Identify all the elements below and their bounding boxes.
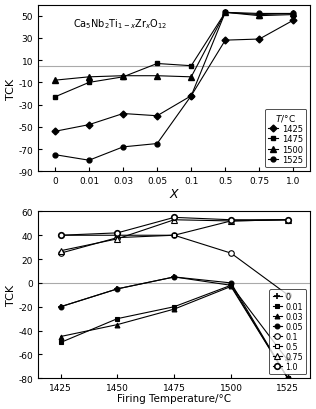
Line: 0.03: 0.03 [58, 284, 290, 381]
1425 [53, 130, 57, 135]
Line: 1500: 1500 [52, 11, 296, 84]
1500 [121, 74, 125, 79]
1525 [189, 94, 193, 99]
1425 [223, 38, 227, 43]
0.01 [172, 305, 176, 310]
1525 [223, 11, 227, 16]
1.0 [116, 231, 119, 236]
1.0 [286, 218, 290, 222]
1500 [155, 74, 159, 79]
1475 [189, 64, 193, 69]
Legend: 1425, 1475, 1500, 1525: 1425, 1475, 1500, 1525 [265, 109, 306, 168]
0.01 [116, 317, 119, 321]
0.75 [116, 237, 119, 242]
0.03 [59, 334, 63, 339]
Line: 0.01: 0.01 [58, 283, 290, 381]
1500 [292, 12, 295, 17]
Line: 1525: 1525 [52, 11, 296, 163]
0.75 [59, 249, 63, 254]
0.05 [229, 281, 233, 285]
Text: Ca$_5$Nb$_2$Ti$_{1-x}$Zr$_x$O$_{12}$: Ca$_5$Nb$_2$Ti$_{1-x}$Zr$_x$O$_{12}$ [73, 17, 168, 31]
Legend: 0, 0.01, 0.03, 0.05, 0.1, 0.5, 0.75, 1.0: 0, 0.01, 0.03, 0.05, 0.1, 0.5, 0.75, 1.0 [269, 289, 307, 374]
0.05 [172, 275, 176, 280]
1500 [223, 11, 227, 16]
0.5 [59, 233, 63, 238]
0 [172, 275, 176, 280]
Line: 0.5: 0.5 [58, 218, 290, 238]
1525 [155, 142, 159, 147]
1525 [258, 12, 261, 17]
Line: 0.75: 0.75 [58, 218, 290, 254]
0.1 [229, 251, 233, 256]
1525 [292, 12, 295, 17]
1425 [189, 94, 193, 99]
0.1 [59, 251, 63, 256]
1525 [121, 145, 125, 150]
Line: 0.05: 0.05 [58, 275, 290, 381]
0.75 [286, 218, 290, 222]
0.5 [116, 233, 119, 238]
1500 [258, 13, 261, 18]
1.0 [229, 218, 233, 222]
1.0 [59, 233, 63, 238]
1525 [87, 158, 91, 163]
1475 [258, 14, 261, 19]
1475 [53, 95, 57, 100]
1475 [121, 75, 125, 80]
Line: 0.1: 0.1 [58, 233, 290, 298]
1500 [189, 75, 193, 80]
0.03 [116, 322, 119, 327]
Line: 1.0: 1.0 [58, 215, 290, 238]
0 [59, 305, 63, 310]
0 [229, 283, 233, 288]
X-axis label: Firing Temperature/°C: Firing Temperature/°C [117, 393, 231, 403]
0.05 [59, 305, 63, 310]
0.1 [286, 292, 290, 297]
1425 [155, 114, 159, 119]
Line: 0: 0 [57, 274, 291, 364]
1500 [87, 75, 91, 80]
1475 [292, 13, 295, 18]
0.75 [229, 219, 233, 224]
1475 [87, 81, 91, 85]
Line: 1425: 1425 [52, 19, 296, 135]
0.01 [229, 283, 233, 288]
0 [286, 358, 290, 363]
0.1 [172, 233, 176, 238]
1425 [292, 19, 295, 24]
0.03 [286, 376, 290, 381]
0.5 [229, 219, 233, 224]
1425 [258, 38, 261, 43]
0 [116, 287, 119, 292]
0.01 [59, 340, 63, 345]
X-axis label: X: X [170, 187, 179, 200]
0.05 [116, 287, 119, 292]
Y-axis label: TCK: TCK [6, 78, 15, 99]
1425 [87, 123, 91, 128]
0.1 [116, 236, 119, 240]
1425 [121, 112, 125, 117]
0.05 [286, 376, 290, 381]
0.03 [229, 284, 233, 289]
0.01 [286, 376, 290, 381]
0.75 [172, 218, 176, 222]
1525 [53, 153, 57, 158]
1475 [223, 11, 227, 16]
1475 [155, 62, 159, 67]
1.0 [172, 216, 176, 220]
0.5 [286, 218, 290, 222]
0.03 [172, 307, 176, 312]
Y-axis label: TCK: TCK [6, 285, 15, 306]
1500 [53, 79, 57, 83]
0.5 [172, 233, 176, 238]
Line: 1475: 1475 [52, 11, 296, 100]
